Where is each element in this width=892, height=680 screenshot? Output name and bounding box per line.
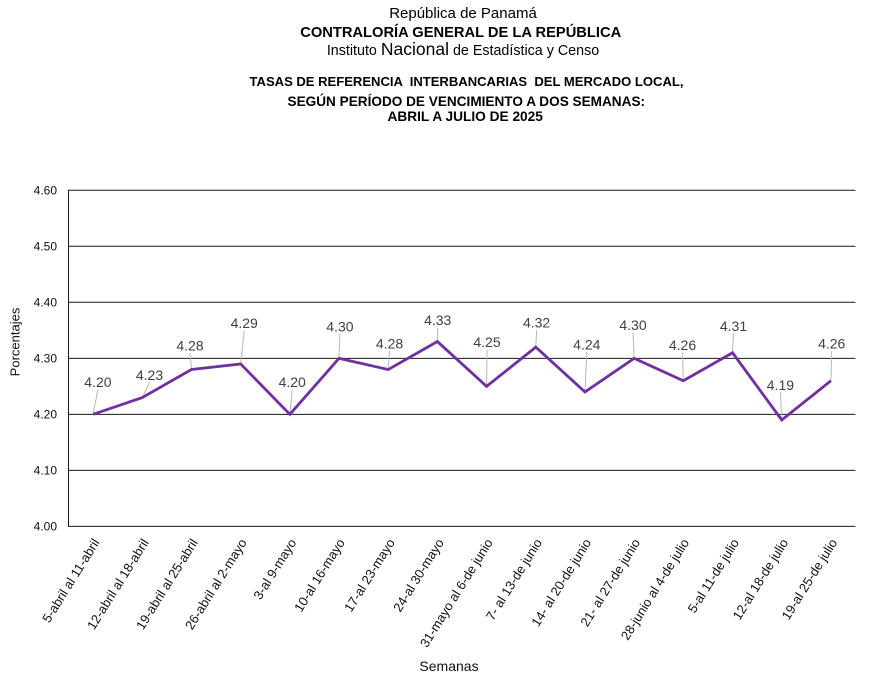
svg-text:4.19: 4.19: [767, 377, 794, 393]
svg-text:4.33: 4.33: [424, 312, 451, 328]
svg-text:4.23: 4.23: [136, 367, 163, 383]
svg-text:4.20: 4.20: [279, 374, 306, 390]
svg-text:4.30: 4.30: [619, 317, 646, 333]
svg-text:4.30: 4.30: [326, 318, 353, 334]
svg-text:4.28: 4.28: [376, 336, 403, 352]
svg-text:Porcentajes: Porcentajes: [8, 307, 23, 376]
svg-text:4.31: 4.31: [720, 318, 747, 334]
svg-text:4.32: 4.32: [523, 315, 550, 331]
svg-text:4.29: 4.29: [231, 315, 258, 331]
svg-text:4.60: 4.60: [34, 184, 58, 198]
svg-text:4.26: 4.26: [818, 335, 845, 351]
svg-text:4.26: 4.26: [669, 337, 696, 353]
svg-text:4.20: 4.20: [34, 408, 58, 422]
svg-text:Semanas: Semanas: [419, 658, 478, 674]
svg-text:4.00: 4.00: [34, 520, 58, 534]
svg-text:4.25: 4.25: [473, 334, 500, 350]
svg-text:4.24: 4.24: [573, 337, 600, 353]
svg-text:4.10: 4.10: [34, 464, 58, 478]
svg-text:4.40: 4.40: [34, 296, 58, 310]
svg-text:4.50: 4.50: [34, 240, 58, 254]
svg-text:4.30: 4.30: [34, 352, 58, 366]
svg-text:4.28: 4.28: [176, 338, 203, 354]
svg-text:4.20: 4.20: [84, 374, 111, 390]
